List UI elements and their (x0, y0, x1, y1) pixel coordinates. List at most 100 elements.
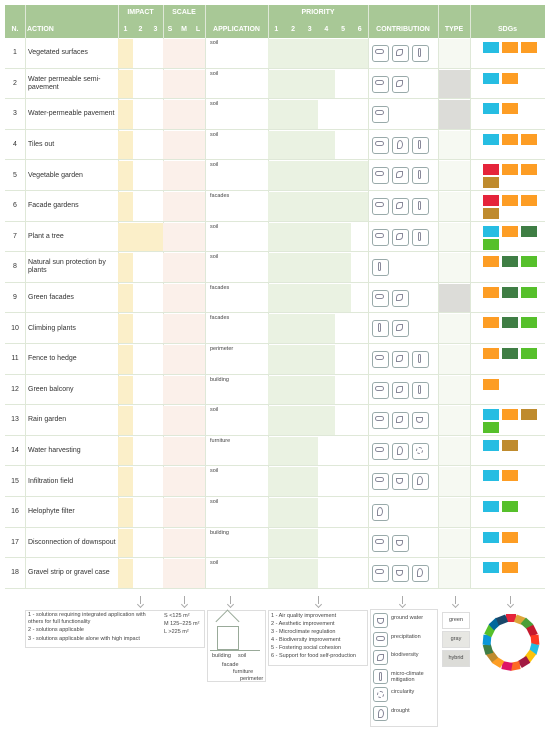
contribution-icon (412, 45, 429, 62)
priority-cell (284, 498, 302, 527)
contribution-icon (392, 565, 409, 583)
contribution-icon (412, 381, 429, 399)
priority-cell (268, 130, 285, 160)
contribution-legend-icon (373, 650, 388, 665)
contribution-legend-icon (373, 631, 388, 647)
type-legend: hybrid (442, 650, 470, 667)
type-cell (439, 375, 470, 405)
contribution-icon (372, 228, 389, 246)
contribution-icon (412, 351, 429, 368)
arrow-head (226, 600, 235, 609)
row-divider (5, 557, 545, 559)
icon-glyph (397, 445, 403, 455)
sdg-wheel-center (497, 628, 525, 656)
row-number: 1 (13, 49, 17, 57)
type-cell (439, 192, 470, 221)
priority-cell (284, 253, 302, 282)
sdg-icon (521, 195, 537, 206)
action: Climbing plants (28, 324, 76, 332)
icon-glyph (396, 355, 403, 362)
application: soil (210, 162, 219, 169)
scale-cell (163, 375, 177, 405)
sdg-icon (521, 42, 537, 53)
application-legend: perimeter (240, 676, 264, 682)
row-number: 2 (13, 79, 17, 87)
arrow-head (180, 600, 189, 609)
sdg-icon (521, 286, 537, 298)
icon-glyph (377, 507, 383, 516)
icon-glyph (418, 384, 421, 394)
type-legend: green (442, 612, 470, 629)
application: soil (210, 131, 219, 138)
legend-box (268, 610, 368, 666)
impact-cell (118, 253, 133, 282)
column-header: L (195, 25, 201, 33)
row-divider (5, 67, 545, 69)
sdg-icon (502, 348, 518, 359)
scale-cell (163, 314, 177, 343)
sdg-icon (521, 317, 537, 329)
contribution-icon (372, 45, 389, 62)
priority-cell (268, 69, 285, 99)
column-header: 2 (291, 25, 295, 33)
row-divider (5, 312, 545, 314)
ground-line (210, 650, 260, 651)
icon-glyph (417, 568, 423, 578)
sdg-icon (502, 562, 518, 574)
row-divider (5, 373, 545, 375)
icon-glyph (396, 570, 403, 577)
icon-glyph (377, 691, 384, 698)
priority-cell (351, 39, 368, 68)
application-legend-box (207, 610, 266, 682)
type-cell (439, 498, 470, 527)
row-number: 13 (11, 416, 19, 424)
type-cell (439, 559, 470, 588)
sdg-icon (502, 42, 518, 53)
priority-cell (284, 406, 302, 435)
contribution-icon (372, 167, 389, 185)
scale-cell (191, 559, 205, 588)
column-divider (25, 5, 26, 589)
scale-cell (191, 314, 205, 343)
type-cell (439, 130, 470, 160)
row-divider (5, 465, 545, 467)
priority-cell (284, 436, 302, 466)
scale-cell (177, 375, 191, 405)
application-legend: building (212, 653, 231, 659)
column-header: 3 (153, 25, 158, 33)
column-divider (368, 5, 369, 589)
type-cell (439, 314, 470, 343)
row-divider (5, 159, 545, 161)
priority-legend: 3 - Microclimate regulation (271, 629, 336, 635)
sdg-icon (483, 195, 499, 206)
priority-cell (284, 467, 302, 496)
column-header: 1 (123, 25, 128, 33)
priority-cell (268, 498, 285, 527)
action: Natural sun protection by plants (28, 259, 106, 275)
impact-cell (118, 559, 133, 588)
priority-cell (301, 467, 318, 496)
scale-cell (163, 253, 177, 282)
priority-cell (334, 192, 352, 221)
column-header: 6 (357, 25, 362, 33)
impact-cell (118, 192, 133, 221)
priority-cell (318, 253, 335, 282)
scale-legend: S <125 m² (164, 613, 190, 619)
row-number: 8 (13, 263, 17, 271)
type-cell (439, 528, 470, 558)
contribution-icon (372, 198, 389, 215)
row-divider (5, 404, 545, 406)
scale-cell (177, 436, 191, 466)
icon-glyph (396, 539, 403, 546)
arrow-head (398, 600, 407, 609)
arrow (402, 596, 403, 604)
scale-cell (177, 161, 191, 190)
contribution-icon (412, 412, 429, 430)
column-header: SDGs (497, 25, 518, 33)
icon-glyph (396, 324, 403, 332)
contribution-icon (372, 75, 389, 93)
row-number: 14 (11, 447, 19, 455)
icon-glyph (396, 171, 403, 179)
scale-cell (177, 253, 191, 282)
application: perimeter (210, 346, 234, 352)
